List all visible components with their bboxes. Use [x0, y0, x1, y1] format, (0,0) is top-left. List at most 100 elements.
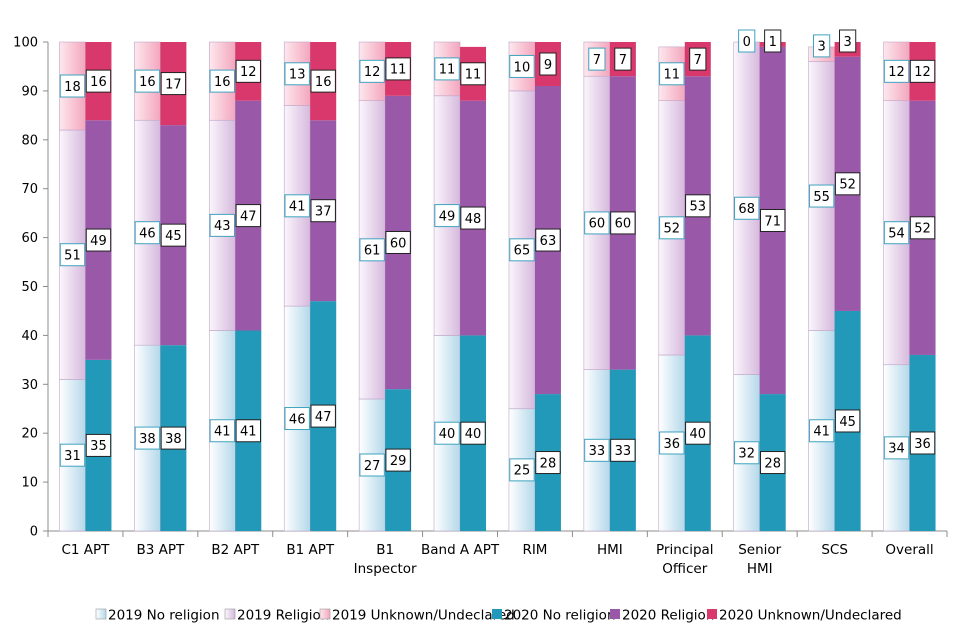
data-label-2019-no-religion-rim: 25 [509, 458, 535, 482]
data-label-2019-unknown-undeclared-rim: 10 [509, 54, 535, 78]
data-label-value: 38 [165, 432, 182, 447]
data-label-value: 65 [514, 244, 531, 259]
data-label-value: 11 [439, 63, 456, 78]
data-label-box [235, 59, 261, 83]
data-label-value: 43 [214, 219, 231, 234]
x-tick-label-principal-officer: Officer [662, 561, 707, 577]
data-label-2020-no-religion-b3-apt: 38 [160, 426, 187, 450]
data-label-box [134, 426, 161, 450]
data-label-value: 60 [589, 217, 606, 232]
y-tick-label: 60 [21, 231, 38, 246]
data-label-value: 45 [165, 229, 182, 244]
data-label-box [738, 29, 756, 53]
data-label-2019-unknown-undeclared-b3-apt: 16 [134, 69, 161, 93]
data-label-box [659, 431, 685, 455]
x-tick-label-b1-inspector: Inspector [354, 561, 417, 577]
legend-swatch [95, 608, 107, 620]
data-label-2020-unknown-undeclared-overall: 12 [909, 59, 936, 83]
data-label-value: 7 [694, 53, 702, 68]
legend-label: 2020 Religion [622, 608, 714, 624]
data-label-box [509, 458, 535, 482]
data-label-2020-unknown-undeclared-senior-hmi: 1 [764, 29, 782, 53]
data-label-2020-religion-c1-apt: 49 [85, 228, 112, 252]
data-label-box [235, 419, 261, 443]
data-label-2020-no-religion-b1-inspector: 29 [385, 448, 411, 472]
data-label-value: 41 [289, 200, 306, 215]
data-label-box [813, 34, 831, 58]
data-label-box [209, 213, 235, 237]
data-label-box [160, 426, 187, 450]
data-label-value: 40 [690, 427, 707, 442]
y-tick-label: 50 [21, 280, 38, 295]
data-label-box [689, 47, 707, 71]
data-label-2019-no-religion-overall: 34 [883, 436, 910, 460]
data-label-value: 41 [240, 425, 257, 440]
legend-item-2020-unknown-undeclared: 2020 Unknown/Undeclared [707, 608, 902, 624]
data-label-box [85, 69, 112, 93]
data-label-value: 11 [664, 68, 681, 83]
x-tick-label-band-a-apt: Band A APT [421, 542, 500, 558]
data-label-box [909, 59, 936, 83]
data-label-2020-unknown-undeclared-b3-apt: 17 [160, 72, 187, 96]
data-label-value: 46 [139, 227, 156, 242]
data-label-value: 28 [540, 456, 557, 471]
data-label-value: 33 [615, 444, 632, 459]
data-label-2020-no-religion-c1-apt: 35 [85, 433, 112, 457]
data-label-2020-religion-b3-apt: 45 [160, 223, 187, 247]
data-label-value: 33 [589, 444, 606, 459]
data-label-box [134, 221, 161, 245]
data-label-box [659, 62, 685, 86]
data-label-2020-no-religion-senior-hmi: 28 [760, 451, 786, 475]
data-label-value: 7 [593, 53, 601, 68]
y-tick-label: 10 [21, 476, 38, 491]
data-label-2019-unknown-undeclared-hmi: 7 [588, 47, 606, 71]
data-label-box [764, 29, 782, 53]
data-label-value: 41 [214, 425, 231, 440]
data-label-2019-religion-b1-inspector: 61 [359, 238, 385, 262]
data-label-box [284, 194, 310, 218]
legend-swatch [224, 608, 236, 620]
data-label-2019-no-religion-principal-officer: 36 [659, 431, 685, 455]
data-label-box [310, 404, 336, 428]
data-label-value: 9 [544, 58, 552, 73]
data-label-2020-religion-scs: 52 [834, 172, 861, 196]
y-tick-label: 30 [21, 378, 38, 393]
data-label-value: 52 [914, 222, 931, 237]
data-label-value: 16 [315, 75, 332, 90]
data-label-value: 49 [439, 209, 456, 224]
data-label-box [588, 47, 606, 71]
data-label-box [883, 221, 910, 245]
data-label-value: 1 [769, 35, 777, 50]
data-label-value: 12 [240, 65, 257, 80]
data-label-value: 29 [390, 454, 407, 469]
y-tick-label: 80 [21, 133, 38, 148]
x-tick-label-overall: Overall [885, 542, 933, 558]
x-tick-label-senior-hmi: Senior [738, 542, 781, 558]
data-label-box [209, 69, 235, 93]
data-label-value: 47 [315, 410, 332, 425]
data-label-2019-unknown-undeclared-c1-apt: 18 [59, 74, 86, 98]
data-label-box [59, 243, 86, 267]
y-tick-label: 0 [30, 525, 38, 540]
data-label-box [359, 238, 385, 262]
data-label-2019-religion-b3-apt: 46 [134, 221, 161, 245]
data-label-box [235, 204, 261, 228]
data-label-box [310, 69, 336, 93]
data-label-box [610, 211, 636, 235]
data-label-box [284, 62, 310, 86]
data-label-2020-unknown-undeclared-b1-inspector: 11 [385, 57, 411, 81]
data-label-box [760, 451, 786, 475]
data-label-value: 3 [817, 40, 825, 55]
legend-label: 2020 Unknown/Undeclared [719, 608, 902, 624]
data-label-2020-religion-rim: 63 [535, 228, 561, 252]
data-label-2020-no-religion-overall: 36 [909, 431, 936, 455]
data-label-2020-unknown-undeclared-band-a-apt: 11 [460, 62, 486, 86]
data-label-2019-religion-b2-apt: 43 [209, 213, 235, 237]
data-label-value: 47 [240, 209, 257, 224]
data-label-value: 60 [615, 217, 632, 232]
data-label-value: 28 [764, 456, 781, 471]
data-label-value: 52 [839, 178, 856, 193]
